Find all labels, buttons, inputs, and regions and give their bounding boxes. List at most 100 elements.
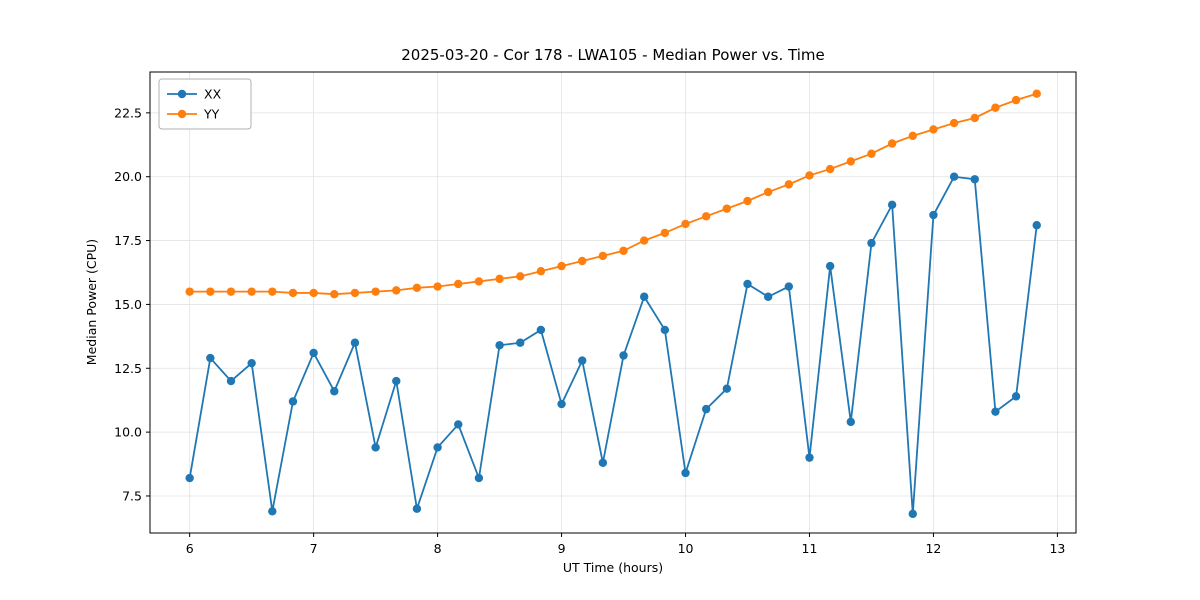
data-point-xx [474,473,484,483]
data-point-yy [908,131,917,141]
x-tick-label: 6 [186,541,194,556]
data-point-yy [557,261,566,271]
y-axis-label: Median Power (CPU) [84,239,99,365]
y-tick-label: 10.0 [114,425,142,440]
y-tick-label: 22.5 [114,105,142,120]
data-point-xx [392,376,401,386]
data-point-yy [309,288,318,298]
data-point-xx [908,509,917,519]
data-point-xx [763,292,773,301]
y-tick-label: 17.5 [114,233,142,248]
data-point-yy [701,212,711,221]
data-point-yy [660,228,670,238]
data-point-yy [1032,89,1041,98]
data-point-yy [929,125,938,134]
data-point-yy [288,288,298,298]
data-point-yy [825,164,835,174]
data-point-yy [474,277,484,286]
data-point-xx [598,458,608,467]
data-point-yy [681,219,690,229]
x-tick-label: 13 [1049,541,1065,556]
data-point-xx [701,404,711,414]
data-point-yy [350,288,360,298]
data-point-xx [288,397,298,406]
data-point-yy [516,272,525,281]
data-point-xx [846,417,855,427]
data-point-xx [784,282,794,291]
data-point-xx [867,238,876,248]
x-tick-label: 8 [434,541,442,556]
data-point-yy [991,103,1000,112]
data-point-xx [660,325,670,335]
data-point-xx [247,358,256,368]
legend: XX YY [158,78,252,130]
data-point-yy [578,256,587,266]
legend-marker-xx [177,89,187,99]
data-point-xx [412,504,422,513]
data-point-yy [640,236,649,245]
data-point-yy [846,157,855,166]
data-point-yy [185,287,194,296]
data-point-yy [330,289,339,299]
legend-label-xx: XX [204,87,222,102]
data-point-yy [805,171,814,180]
y-tick-label: 7.5 [122,488,142,503]
y-tick-label: 15.0 [114,297,142,312]
data-point-yy [598,251,608,261]
data-point-xx [516,338,525,347]
series-line-xx [188,175,1038,514]
data-point-xx [578,356,587,365]
legend-marker-yy [177,109,187,119]
plot-border [149,71,1077,534]
series-line-yy [189,92,1038,296]
data-point-xx [330,387,339,396]
data-point-xx [970,175,979,184]
data-point-xx [268,507,277,516]
data-point-xx [887,200,897,210]
data-point-yy [743,196,752,206]
data-point-yy [495,274,504,284]
data-point-yy [412,283,422,293]
data-point-xx [619,351,628,360]
data-point-yy [371,287,380,296]
x-tick-label: 11 [802,541,818,556]
data-point-yy [268,287,277,296]
data-point-xx [991,407,1000,416]
x-axis-label: UT Time (hours) [563,560,663,575]
data-point-xx [722,384,732,393]
y-tick-label: 12.5 [114,361,142,376]
data-point-xx [309,348,318,358]
data-point-yy [949,118,959,128]
data-point-xx [1032,221,1041,230]
data-point-yy [1011,95,1021,105]
data-point-yy [887,139,897,148]
legend-label-yy: YY [203,107,220,122]
data-point-xx [185,473,194,483]
data-point-xx [1011,392,1021,401]
data-point-xx [226,376,236,386]
data-point-yy [536,267,546,276]
data-point-yy [433,282,442,291]
data-point-yy [226,287,236,296]
data-point-yy [247,287,256,296]
data-point-xx [681,468,690,478]
plot-area: 6 7 8 9 10 11 12 13 7.5 10.0 12.5 15.0 17.5 20.0 22.5 [114,71,1077,556]
data-point-xx [454,420,463,429]
data-point-xx [805,453,814,462]
x-tick-label: 7 [310,541,318,556]
data-point-yy [867,149,876,158]
data-point-yy [619,246,628,255]
data-point-yy [206,287,215,296]
data-point-yy [970,113,979,123]
data-point-xx [206,353,215,363]
data-point-yy [454,279,463,289]
data-point-xx [640,292,649,301]
data-point-xx [433,443,442,452]
data-point-yy [784,180,794,189]
x-tick-label: 9 [558,541,566,556]
data-point-xx [350,338,360,347]
data-point-xx [536,325,546,335]
y-tick-label: 20.0 [114,169,142,184]
